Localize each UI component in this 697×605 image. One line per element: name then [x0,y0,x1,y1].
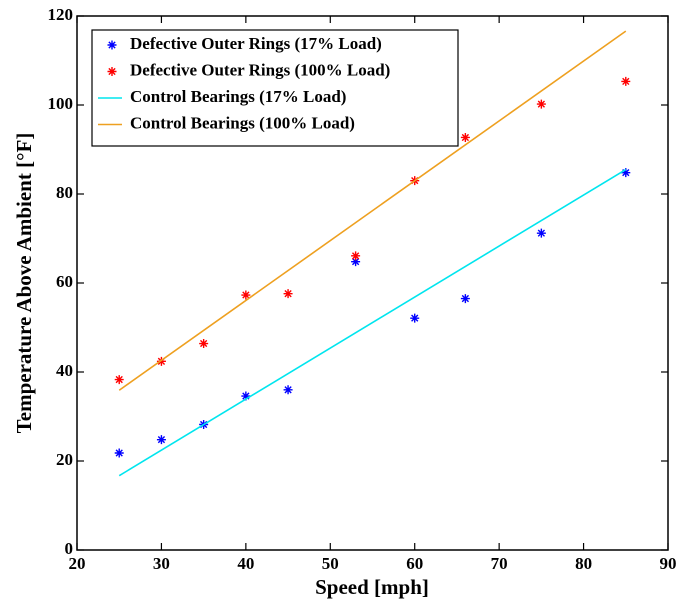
data-point [283,385,293,395]
y-tick-label: 60 [56,272,73,291]
data-point [536,99,546,109]
legend-label: Defective Outer Rings (100% Load) [130,60,390,79]
legend-label: Control Bearings (17% Load) [130,87,346,106]
data-point [114,375,124,385]
data-point [199,339,209,349]
x-tick-label: 60 [406,554,423,573]
legend-label: Control Bearings (100% Load) [130,113,355,132]
data-point [410,313,420,323]
trend-line [118,168,627,477]
y-tick-label: 40 [56,361,73,380]
data-point [283,289,293,299]
legend-swatch [107,40,117,50]
trend-line [118,30,627,391]
x-tick-label: 80 [575,554,592,573]
data-point [536,228,546,238]
data-point [241,391,251,401]
data-point [621,76,631,86]
y-tick-label: 0 [65,539,74,558]
data-point [241,290,251,300]
y-tick-label: 120 [48,5,74,24]
x-tick-label: 50 [322,554,339,573]
data-point [156,356,166,366]
x-tick-label: 30 [153,554,170,573]
y-axis-label: Temperature Above Ambient [°F] [12,133,36,434]
x-tick-label: 40 [237,554,254,573]
legend-box [91,29,459,147]
data-point [156,435,166,445]
y-tick-label: 80 [56,183,73,202]
data-point [460,294,470,304]
legend-label: Defective Outer Rings (17% Load) [130,34,382,53]
y-tick-label: 20 [56,450,73,469]
y-tick-label: 100 [48,94,74,113]
legend-swatch [107,67,117,76]
x-tick-label: 90 [660,554,677,573]
x-axis-label: Speed [mph] [315,575,429,599]
data-point [351,257,361,267]
data-point [114,448,124,458]
data-point [460,132,470,142]
x-tick-label: 70 [491,554,508,573]
x-tick-label: 20 [69,554,86,573]
data-point [621,168,631,178]
data-point [351,251,361,261]
legend: Defective Outer Rings (17% Load) Defectiv… [91,29,459,147]
